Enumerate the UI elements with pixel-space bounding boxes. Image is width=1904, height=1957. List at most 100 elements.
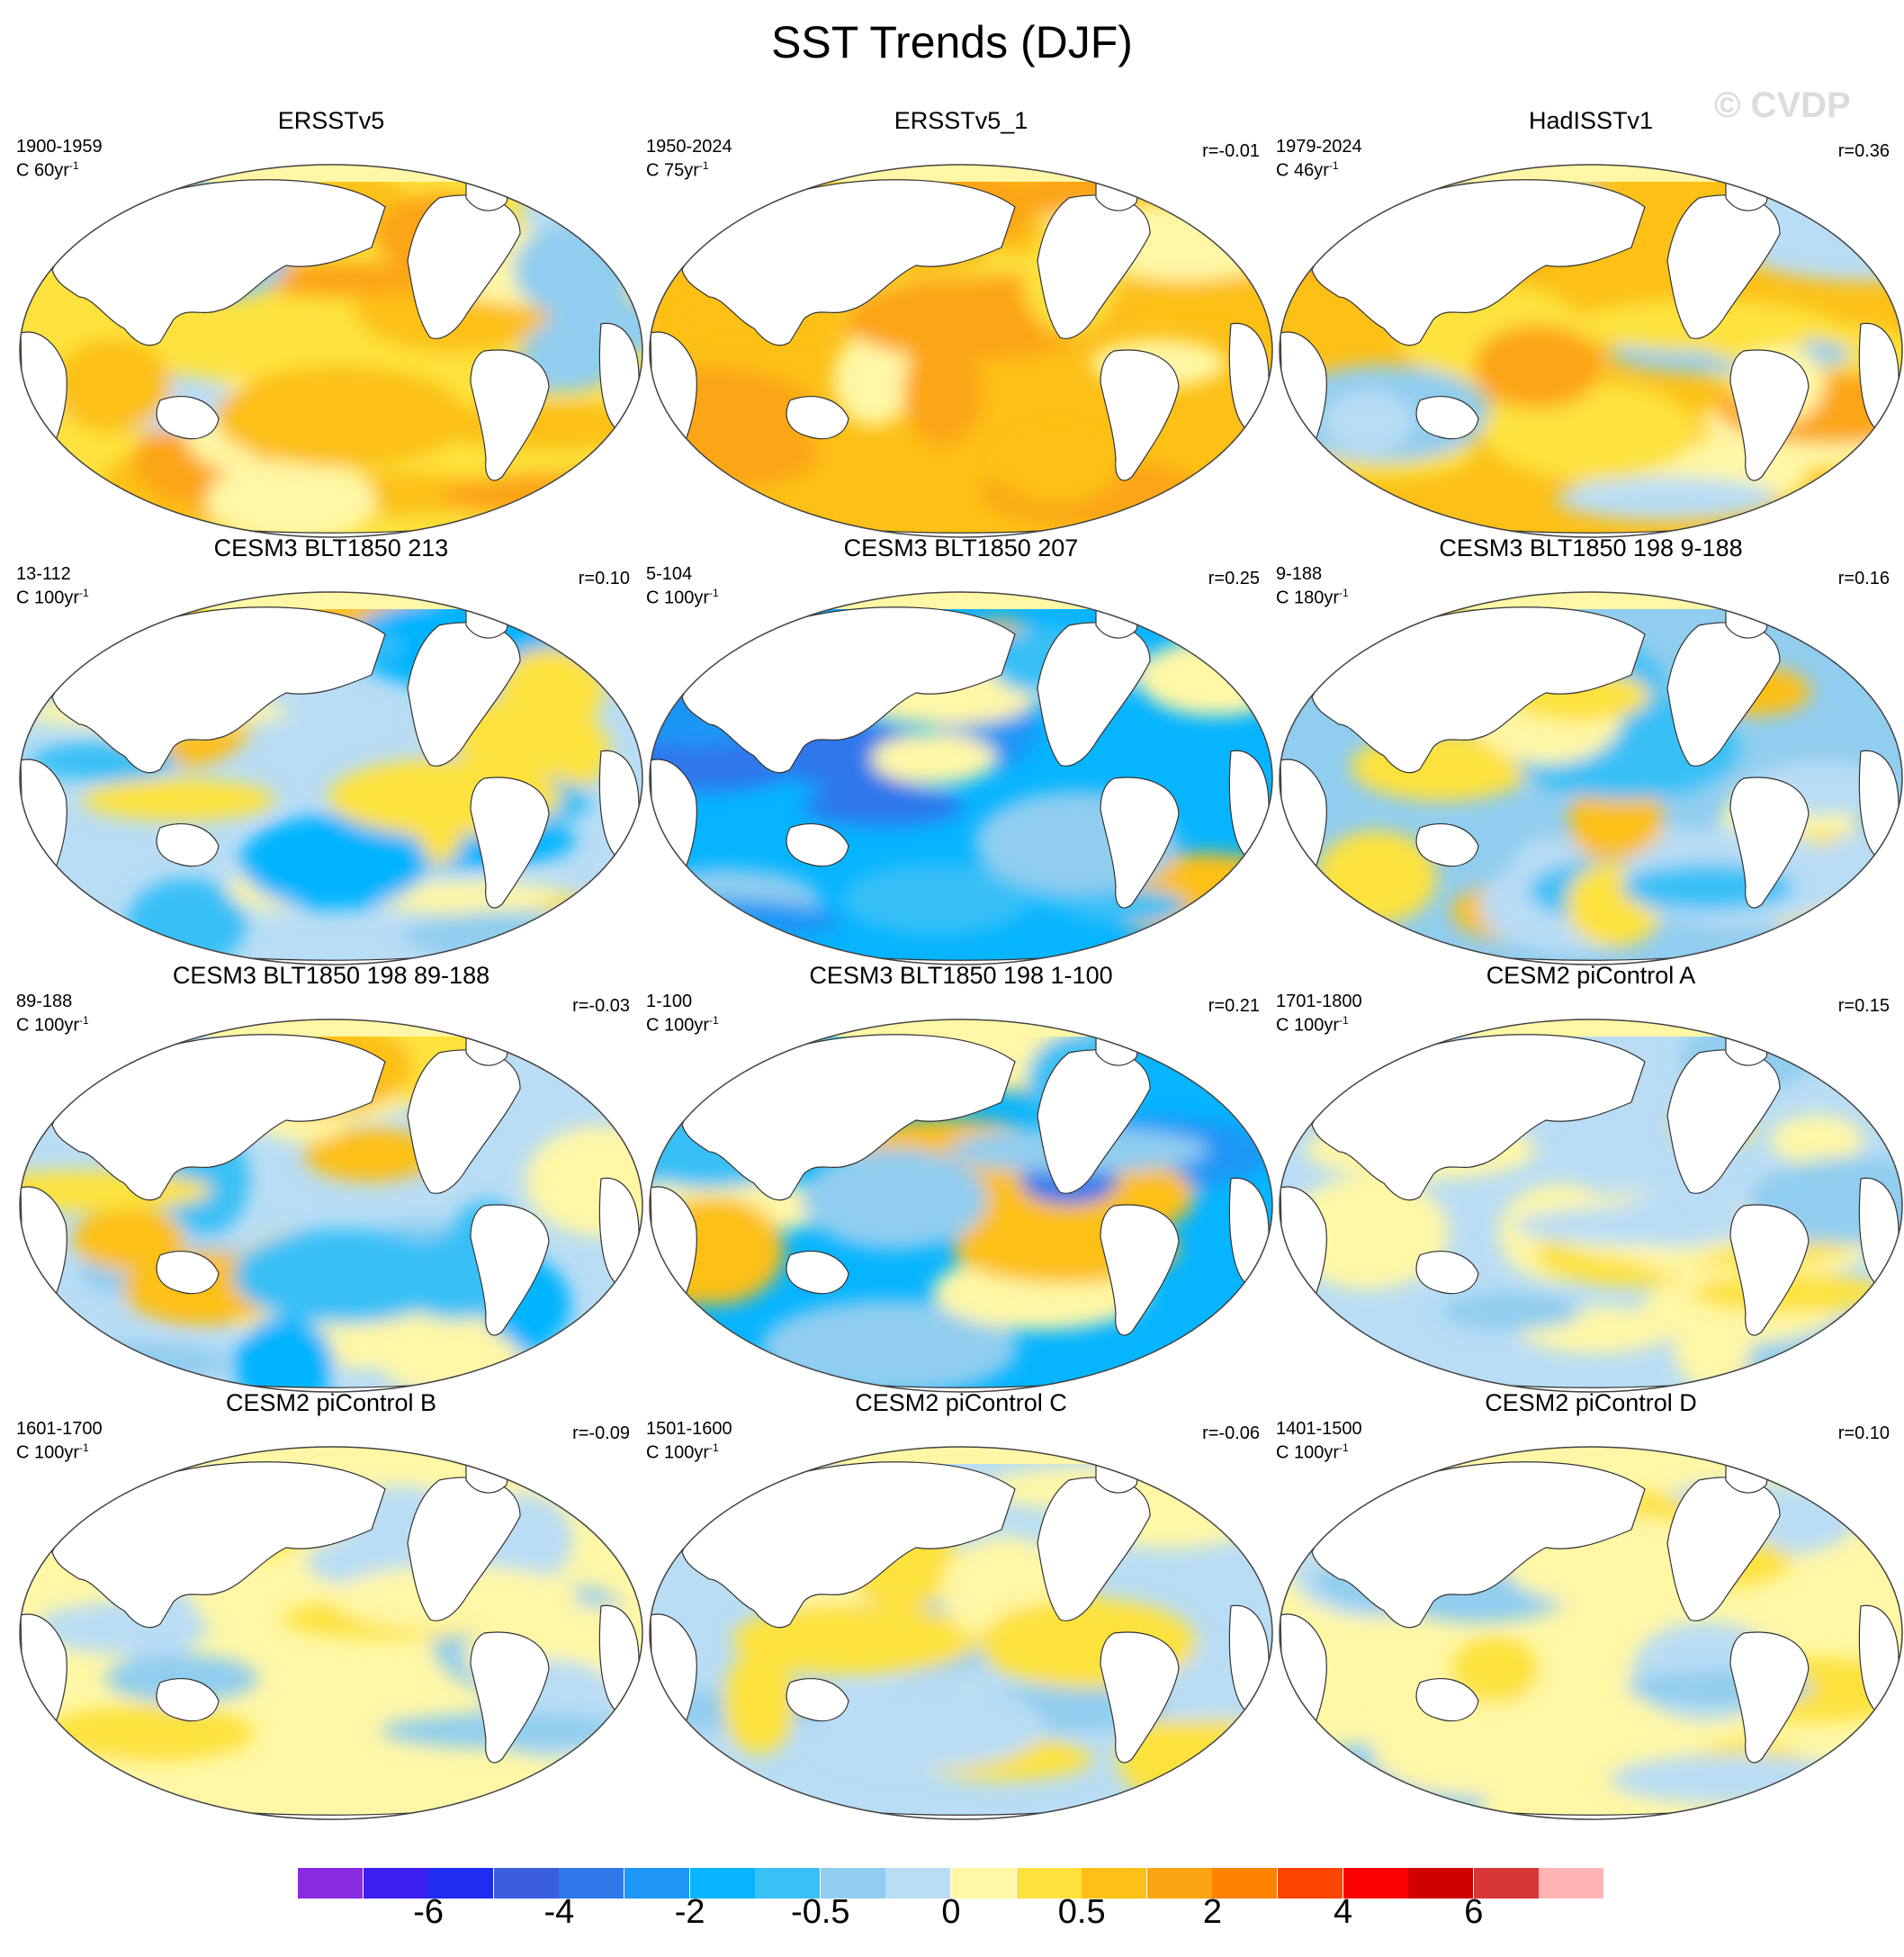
- panel-units-exponent: -1: [709, 1014, 719, 1027]
- sst-anomaly-region: [1555, 477, 1779, 521]
- sst-anomaly-region: [42, 1705, 256, 1762]
- panel-title: ERSSTv5: [277, 107, 385, 134]
- colorbar-swatch: [755, 1868, 821, 1899]
- sst-trend-map: [1279, 1019, 1903, 1393]
- map-panel: CESM3 BLT1850 213 13-112 C 100yr-1 r=0.10: [16, 534, 646, 967]
- map-border: [649, 591, 1273, 965]
- panel-title: CESM3 BLT1850 198 1-100: [809, 962, 1113, 989]
- panel-title: CESM3 BLT1850 213: [213, 534, 449, 561]
- land-mass: [51, 179, 386, 346]
- panel-units-text: C 100yr: [646, 1015, 710, 1036]
- panel-units: C 46yr-1: [1276, 157, 1339, 181]
- panel-units-text: C 46yr: [1276, 160, 1329, 181]
- sst-anomaly-region: [367, 881, 570, 915]
- panel-correlation: r=0.10: [1837, 1423, 1890, 1443]
- panel-units-exponent: -1: [709, 1441, 719, 1454]
- panel-period: 1601-1700: [16, 1419, 103, 1439]
- panel-title: CESM2 piControl C: [855, 1389, 1067, 1416]
- panel-units-exponent: -1: [1339, 1014, 1349, 1027]
- sst-trend-map: [649, 591, 1273, 965]
- panel-correlation: r=0.36: [1837, 141, 1890, 161]
- panel-units-exponent: -1: [79, 1441, 89, 1454]
- sst-anomaly-region: [723, 1650, 796, 1755]
- land-mass: [1100, 777, 1180, 909]
- sst-anomaly-region: [732, 1603, 979, 1675]
- sst-trend-map: [19, 1019, 643, 1393]
- land-mass: [1311, 179, 1646, 346]
- sst-trend-map: [19, 591, 643, 965]
- panel-units-text: C 100yr: [16, 588, 80, 608]
- panel-period: 89-188: [16, 992, 73, 1011]
- panel-correlation: r=0.25: [1208, 569, 1260, 588]
- colorbar-tick-label: 6: [1464, 1893, 1484, 1931]
- land-mass: [156, 1677, 220, 1722]
- land-mass: [1666, 194, 1781, 339]
- colorbar-swatch: [885, 1868, 951, 1899]
- sst-anomaly-region: [73, 1207, 184, 1271]
- colorbar-swatch: [1082, 1868, 1147, 1899]
- panel-units-exponent: -1: [698, 159, 709, 172]
- colorbar-swatch: [1343, 1868, 1408, 1899]
- sst-trend-map: [1279, 164, 1903, 538]
- land-mass: [786, 822, 849, 867]
- map-panel: CESM2 piControl B 1601-1700 C 100yr-1 r=-0.…: [16, 1389, 646, 1822]
- land-mass: [51, 606, 386, 774]
- sst-trend-map: [1279, 591, 1903, 965]
- sst-anomaly-region: [1116, 275, 1272, 319]
- sst-anomaly-region: [1690, 1273, 1889, 1314]
- land-mass: [1729, 1204, 1810, 1336]
- colorbar-tick-label: 4: [1334, 1893, 1353, 1931]
- land-mass: [681, 1461, 1016, 1629]
- panel-period: 1950-2024: [646, 137, 732, 157]
- sst-anomaly-region: [54, 339, 172, 432]
- land-mass: [470, 1204, 550, 1336]
- panel-correlation: r=-0.06: [1202, 1423, 1260, 1443]
- map-border: [649, 1446, 1273, 1820]
- map-panel: CESM3 BLT1850 207 5-104 C 100yr-1 r=0.25: [646, 534, 1276, 967]
- panel-period: 1979-2024: [1276, 137, 1362, 157]
- land-mass: [470, 777, 550, 909]
- map-panel: ERSSTv5 1900-1959 C 60yr-1: [16, 107, 646, 540]
- sst-anomaly-region: [833, 333, 913, 426]
- panel-units-exponent: -1: [1339, 1441, 1349, 1454]
- sst-anomaly-region: [530, 894, 604, 954]
- map-border: [19, 591, 643, 965]
- panel-units: C 100yr-1: [16, 584, 89, 608]
- panel-units: C 60yr-1: [16, 157, 79, 181]
- panel-units-text: C 60yr: [16, 160, 69, 181]
- land-mass: [470, 349, 550, 481]
- sst-anomaly-region: [214, 367, 466, 467]
- land-mass: [1729, 777, 1810, 909]
- sst-anomaly-region: [1371, 1707, 1573, 1796]
- colorbar-swatch: [1408, 1868, 1474, 1899]
- colorbar-swatch: [1212, 1868, 1278, 1899]
- map-border: [649, 164, 1273, 538]
- land-mass: [681, 1034, 1016, 1201]
- colorbar-swatch: [1278, 1868, 1343, 1899]
- colorbar-swatch: [820, 1868, 885, 1899]
- panel-period: 1701-1800: [1276, 992, 1362, 1011]
- sst-anomaly-region: [513, 222, 635, 317]
- colorbar-swatch: [363, 1868, 428, 1899]
- sst-anomaly-region: [233, 1228, 456, 1324]
- map-border: [19, 1446, 643, 1820]
- panel-units: C 100yr-1: [646, 1011, 719, 1036]
- sst-anomaly-region: [1811, 1447, 1902, 1513]
- colorbar-tick-label: -4: [543, 1893, 575, 1931]
- colorbar-swatch: [689, 1868, 755, 1899]
- land-mass: [681, 606, 1016, 774]
- panel-units-exponent: -1: [79, 1014, 89, 1027]
- sst-anomaly-region: [1451, 1636, 1539, 1704]
- sst-anomaly-region: [871, 732, 996, 785]
- sst-anomaly-region: [205, 458, 377, 537]
- panel-units-exponent: -1: [79, 587, 89, 599]
- panel-units: C 100yr-1: [16, 1439, 89, 1463]
- panel-correlation: r=0.15: [1837, 996, 1890, 1016]
- sst-anomaly-region: [1812, 1447, 1902, 1500]
- sst-anomaly-region: [1286, 1176, 1450, 1289]
- colorbar-tick-label: 0.5: [1057, 1893, 1106, 1931]
- land-mass: [1666, 622, 1781, 767]
- panel-period: 9-188: [1276, 564, 1323, 584]
- panel-units-text: C 100yr: [16, 1442, 80, 1463]
- map-border: [1279, 1446, 1903, 1820]
